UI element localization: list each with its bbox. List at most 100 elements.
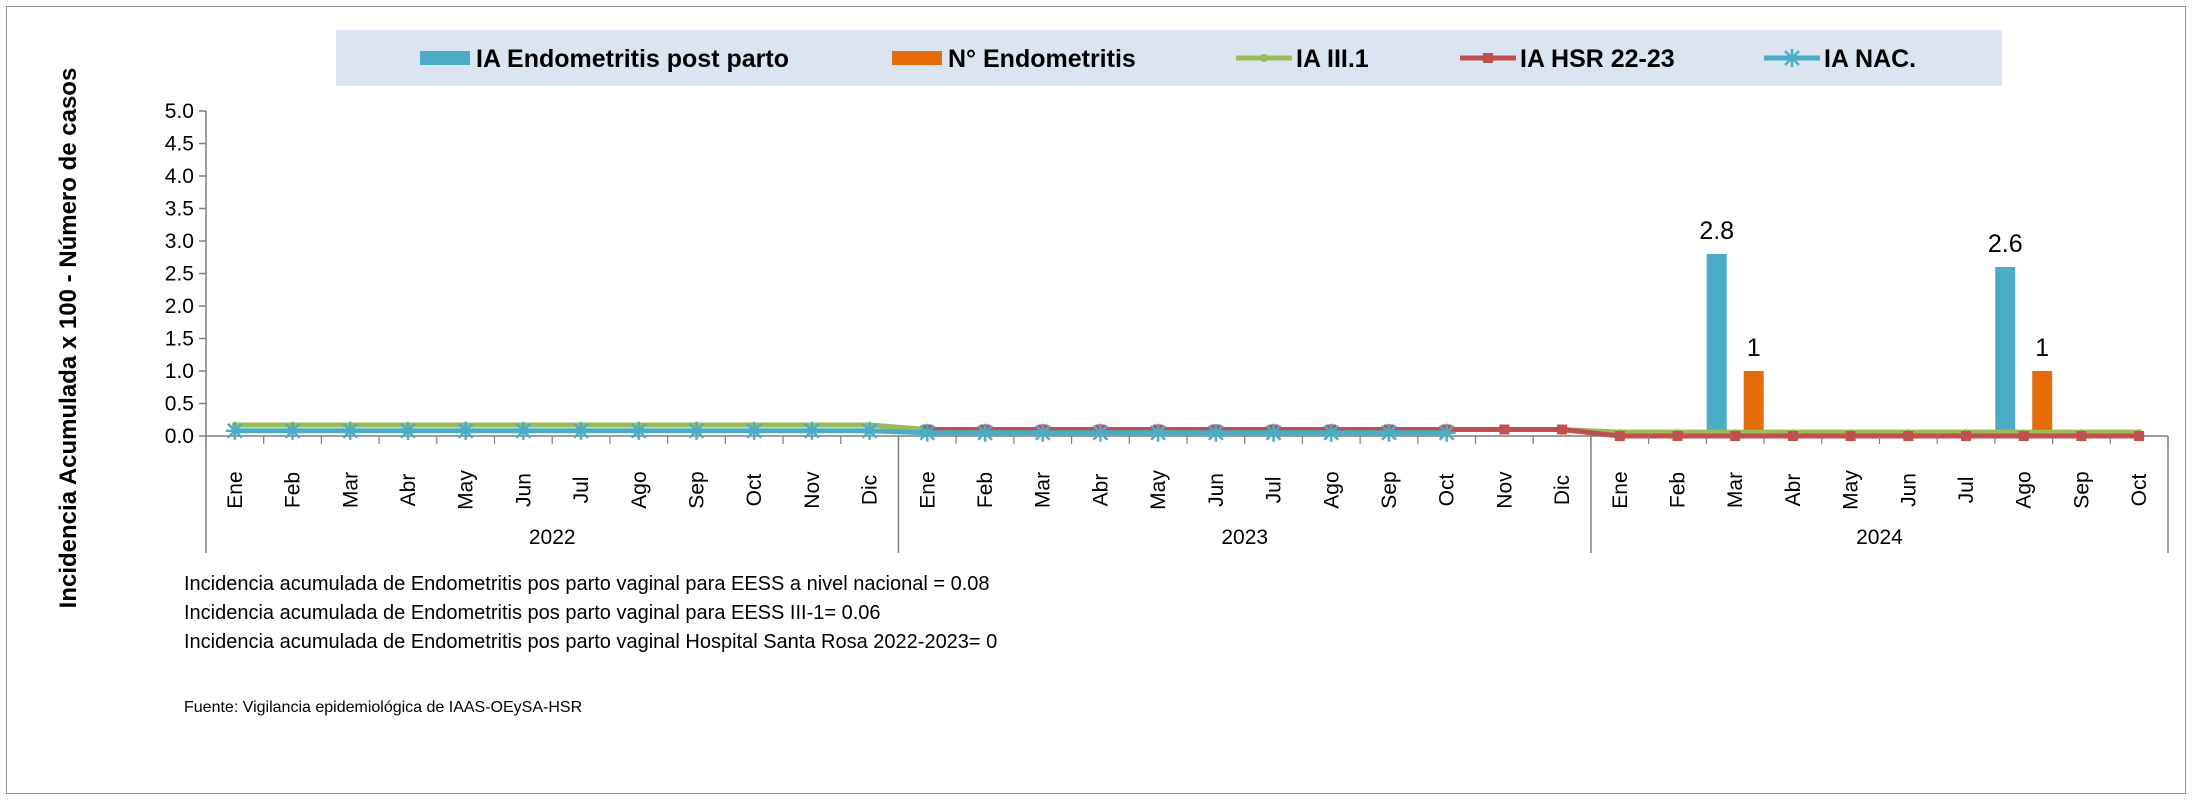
bar-ia-endometritis-post-parto <box>1995 267 2016 436</box>
legend-swatch <box>420 51 470 65</box>
x-tick-label: Oct <box>743 474 766 507</box>
marker-ia-hsr-22-23 <box>2018 431 2029 441</box>
legend-label: N° Endometritis <box>948 45 1136 73</box>
note-eess-iii1: Incidencia acumulada de Endometritis pos… <box>184 602 881 624</box>
x-tick-label: Mar <box>1724 472 1747 508</box>
x-tick-label: Dic <box>1551 475 1574 505</box>
y-tick-label: 4.0 <box>165 165 194 188</box>
marker-ia-nac <box>802 421 821 440</box>
bar-ia-endometritis-post-parto <box>1706 254 1727 436</box>
axes <box>205 111 2168 437</box>
marker-ia-hsr-22-23 <box>1730 431 1741 441</box>
y-tick-label: 4.5 <box>165 133 194 156</box>
x-tick-label: Abr <box>397 474 420 507</box>
x-tick-label: Abr <box>1089 474 1112 507</box>
marker-ia-nac <box>629 421 648 440</box>
marker-ia-nac <box>1379 423 1398 442</box>
x-tick-label: May <box>1840 470 1863 510</box>
x-tick-label: Jun <box>1897 473 1920 507</box>
marker-ia-nac <box>1033 423 1052 442</box>
marker-ia-hsr-22-23 <box>1961 431 1972 441</box>
x-tick-label: Sep <box>686 471 709 508</box>
marker-ia-hsr-22-23 <box>1614 431 1625 441</box>
marker-ia-nac <box>1091 423 1110 442</box>
marker-ia-nac <box>976 423 995 442</box>
y-tick-label: 0.0 <box>165 425 194 448</box>
data-label-ia-endometritis-post-parto: 2.8 <box>1699 217 1734 245</box>
marker-ia-nac <box>1322 423 1341 442</box>
bar-n-endometritis <box>1743 371 1764 436</box>
marker-ia-nac <box>687 421 706 440</box>
y-tick-label: 3.0 <box>165 230 194 253</box>
marker-ia-nac <box>572 421 591 440</box>
legend-item-ia-endometritis-post-parto: IA Endometritis post parto <box>420 45 789 73</box>
y-tick-label: 2.0 <box>165 295 194 318</box>
y-tick-label: 5.0 <box>165 100 194 123</box>
x-tick-label: Ago <box>2013 471 2036 508</box>
marker-ia-nac <box>341 421 360 440</box>
legend-item-n-endometritis: N° Endometritis <box>892 45 1136 73</box>
data-label-n-endometritis: 1 <box>1747 334 1761 362</box>
marker-ia-nac <box>225 421 244 440</box>
notes: Incidencia acumulada de Endometritis pos… <box>184 573 997 653</box>
bars <box>1706 254 2053 436</box>
x-tick-label: Ene <box>224 471 247 508</box>
note-national: Incidencia acumulada de Endometritis pos… <box>184 573 990 595</box>
note-hsr: Incidencia acumulada de Endometritis pos… <box>184 631 997 653</box>
marker-ia-hsr-22-23 <box>2076 431 2087 441</box>
x-tick-label: Feb <box>1667 472 1690 508</box>
legend: IA Endometritis post parto N° Endometriti… <box>420 45 1916 73</box>
marker-ia-nac <box>1437 423 1456 442</box>
y-tick-label: 1.5 <box>165 328 194 351</box>
legend-label: IA NAC. <box>1824 45 1916 73</box>
marker-ia-hsr-22-23 <box>2134 431 2145 441</box>
x-tick-label: Oct <box>1436 474 1459 507</box>
line-ia-nac <box>234 428 1447 436</box>
marker-ia-hsr-22-23 <box>1787 431 1798 441</box>
marker-ia-nac <box>514 421 533 440</box>
x-tick-label: Mar <box>1032 472 1055 508</box>
x-tick-label: Ene <box>916 471 939 508</box>
marker-ia-nac <box>398 421 417 440</box>
marker-ia-hsr-22-23 <box>1845 431 1856 441</box>
x-tick-label: Ago <box>1320 471 1343 508</box>
legend-swatch <box>892 51 942 65</box>
source-note: Fuente: Vigilancia epidemiológica de IAA… <box>184 699 582 716</box>
year-label: 2023 <box>1221 526 1268 549</box>
x-tick-label: Nov <box>1493 471 1516 509</box>
x-tick-label: May <box>455 470 478 510</box>
marker-ia-nac <box>1264 423 1283 442</box>
data-label-n-endometritis: 1 <box>2035 334 2049 362</box>
marker-ia-nac <box>745 421 764 440</box>
marker-ia-nac <box>918 423 937 442</box>
x-tick-label: May <box>1147 470 1170 510</box>
data-label-ia-endometritis-post-parto: 2.6 <box>1988 230 2023 258</box>
bar-n-endometritis <box>2032 371 2053 436</box>
legend-label: IA III.1 <box>1296 45 1369 73</box>
marker-ia-hsr-22-23 <box>1499 424 1510 435</box>
year-label: 2022 <box>529 526 576 549</box>
y-tick-label: 0.5 <box>165 393 194 416</box>
y-axis-label: Incidencia Acumulada x 100 - Número de c… <box>55 68 82 609</box>
y-axis: 0.0 0.5 1.0 1.5 2.0 2.5 3.0 3.5 4.0 4.5 5.0 <box>165 100 206 448</box>
x-tick-label: Jul <box>570 477 593 504</box>
x-tick-label: Feb <box>974 472 997 508</box>
x-tick-label: Feb <box>282 472 305 508</box>
legend-label: IA HSR 22-23 <box>1520 45 1675 73</box>
x-tick-label: Jul <box>1955 477 1978 504</box>
x-tick-label: Dic <box>859 475 882 505</box>
marker-ia-nac <box>1149 423 1168 442</box>
marker-ia-nac <box>456 421 475 440</box>
marker-ia-nac <box>283 421 302 440</box>
y-tick-label: 1.0 <box>165 360 194 383</box>
x-tick-label: Sep <box>2070 471 2093 508</box>
x-axis: Ene Feb Mar Abr May Jun Jul Ago Sep Oct Nov Dic Ene F… <box>205 436 2169 553</box>
x-tick-label: Mar <box>339 472 362 508</box>
chart-frame <box>6 6 2186 794</box>
marker-ia-nac <box>1206 423 1225 442</box>
legend-item-ia-nac: IA NAC. <box>1764 45 1916 73</box>
legend-item-ia-hsr-22-23: IA HSR 22-23 <box>1460 45 1675 73</box>
y-tick-label: 2.5 <box>165 263 194 286</box>
marker-ia-hsr-22-23 <box>1672 431 1683 441</box>
